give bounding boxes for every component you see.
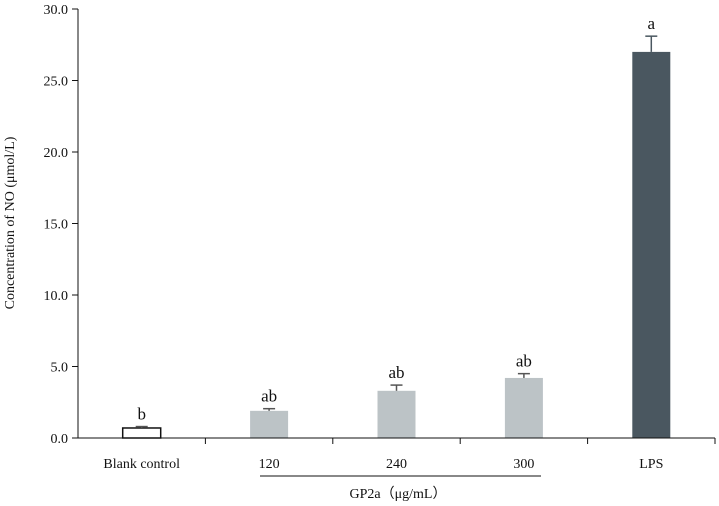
- x-tick-label: 240: [386, 457, 407, 472]
- y-tick-label: 0.0: [51, 432, 69, 447]
- x-tick-label: LPS: [639, 457, 663, 472]
- significance-label: ab: [516, 352, 532, 371]
- group-label: GP2a（μg/mL）: [350, 486, 447, 502]
- y-tick-label: 30.0: [44, 3, 69, 18]
- y-tick-label: 25.0: [44, 75, 69, 90]
- y-tick-label: 10.0: [44, 289, 69, 304]
- significance-label: b: [137, 405, 146, 424]
- x-tick-label: 120: [259, 457, 280, 472]
- bar: [632, 51, 671, 439]
- significance-label: ab: [261, 387, 277, 406]
- significance-label: a: [648, 14, 656, 33]
- x-axis: Blank control 120 240 300 LPS: [78, 437, 716, 472]
- bar: [250, 410, 289, 438]
- y-tick-label: 20.0: [44, 146, 69, 161]
- y-tick-label: 5.0: [51, 361, 69, 376]
- bar: [504, 377, 543, 438]
- y-axis-label: Concentration of NO (μmol/L): [3, 136, 18, 309]
- bar: [121, 427, 162, 439]
- bar: [377, 390, 416, 438]
- x-tick-label: 300: [513, 457, 534, 472]
- significance-label: ab: [388, 363, 404, 382]
- y-tick-label: 15.0: [44, 218, 69, 233]
- y-axis: 0.0 5.0 10.0 15.0 20.0 25.0 30.0: [44, 3, 79, 447]
- x-tick-label: Blank control: [103, 457, 180, 472]
- bars: b ab ab ab a: [121, 14, 671, 439]
